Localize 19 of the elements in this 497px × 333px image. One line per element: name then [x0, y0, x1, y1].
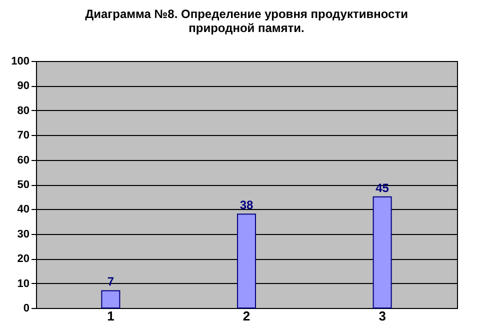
y-tick-label: 50 — [17, 179, 30, 191]
y-tick-label: 40 — [17, 204, 30, 216]
bar — [237, 214, 256, 308]
y-tick-label: 70 — [17, 130, 30, 142]
y-tick-label: 80 — [17, 104, 30, 117]
y-tick-label: 90 — [17, 80, 30, 92]
y-tick-label: 100 — [11, 56, 30, 68]
y-tick-label: 30 — [17, 228, 30, 240]
chart-title: Диаграмма №8. Определение уровня продуктивности природной памяти. — [85, 7, 408, 35]
y-tick-label: 60 — [17, 154, 30, 166]
y-tick-label: 10 — [17, 278, 30, 290]
y-tick-label: 20 — [17, 253, 30, 266]
x-tick-label: 2 — [242, 308, 250, 324]
bar — [372, 196, 392, 308]
x-tick-label: 3 — [378, 308, 386, 324]
y-tick-label: 0 — [23, 302, 30, 314]
data-label: 38 — [240, 198, 254, 212]
x-tick-label: 1 — [107, 308, 114, 324]
bar — [101, 290, 120, 308]
